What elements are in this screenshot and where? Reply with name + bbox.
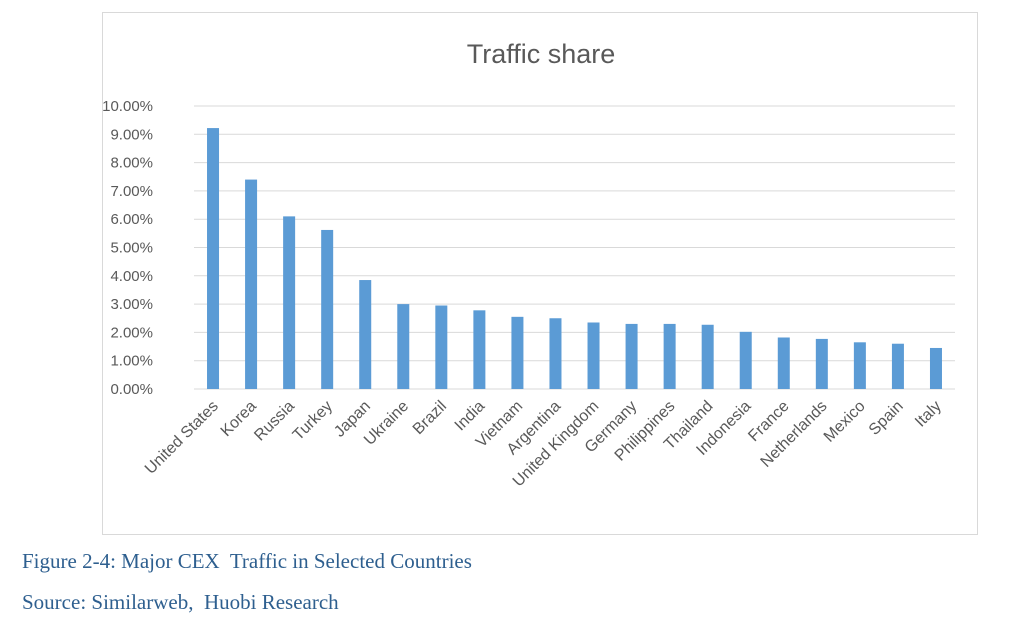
y-tick-label: 7.00% (110, 183, 153, 200)
x-tick-label: Italy (912, 398, 945, 431)
bar (245, 179, 258, 389)
y-tick-label: 0.00% (110, 381, 153, 398)
bar (549, 318, 562, 389)
x-tick-label: Spain (866, 398, 907, 439)
bar (321, 229, 334, 389)
x-tick-label: Mexico (821, 398, 869, 446)
y-tick-label: 8.00% (110, 155, 153, 172)
y-axis-tick-labels: 0.00% 1.00% 2.00% 3.00% 4.00% 5.00% 6.00% 7.00%… (103, 98, 153, 398)
bar (397, 304, 410, 389)
bar (663, 323, 676, 389)
bars (207, 128, 942, 389)
y-tick-label: 1.00% (110, 353, 153, 370)
source-caption: Source: Similarweb, Huobi Research (22, 590, 339, 614)
y-tick-label: 2.00% (110, 324, 153, 341)
bar (207, 128, 220, 389)
y-tick-label: 9.00% (110, 126, 153, 143)
bar (435, 305, 448, 389)
chart-area: Traffic share 0.00% 1.00% 2.00% 3.00% 4.00% 5… (102, 12, 978, 535)
x-tick-label: Brazil (410, 398, 450, 438)
bar (587, 322, 600, 389)
x-axis-tick-labels: United StatesKoreaRussiaTurkeyJapanUkrai… (142, 398, 945, 491)
y-tick-label: 5.00% (110, 240, 153, 257)
bar (891, 343, 904, 389)
bar (929, 347, 942, 389)
figure-caption: Figure 2-4: Major CEX Traffic in Selecte… (22, 549, 472, 573)
bar (815, 338, 828, 389)
chart-title: Traffic share (467, 39, 616, 69)
x-tick-label: Russia (251, 398, 298, 445)
bar (777, 337, 790, 389)
bar-chart: Traffic share 0.00% 1.00% 2.00% 3.00% 4.00% 5… (103, 39, 955, 491)
bar (359, 280, 372, 389)
y-tick-label: 10.00% (103, 98, 153, 115)
y-tick-label: 6.00% (110, 211, 153, 228)
x-tick-label: Turkey (290, 398, 336, 444)
bar (853, 342, 866, 389)
x-tick-label: United States (142, 398, 222, 478)
bar (701, 324, 714, 389)
y-tick-label: 4.00% (110, 268, 153, 285)
y-tick-label: 3.00% (110, 296, 153, 313)
bar (283, 216, 296, 389)
bar (625, 323, 638, 389)
bar (739, 331, 752, 389)
bar (511, 316, 524, 389)
bar (473, 310, 486, 389)
gridlines (194, 105, 955, 390)
